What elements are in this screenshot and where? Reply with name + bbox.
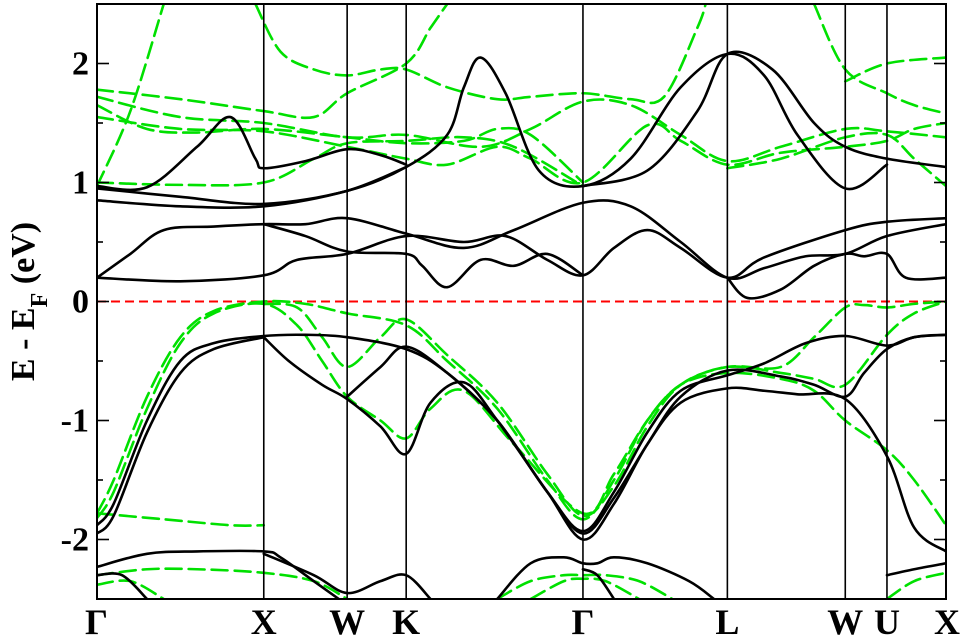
y-tick-label: 1 xyxy=(72,165,89,202)
k-point-label-8: X xyxy=(934,602,960,639)
green-dashed-band-23 xyxy=(97,115,946,185)
black-solid-band-9 xyxy=(97,335,266,535)
green-dashed-band-28 xyxy=(97,299,946,521)
k-point-label-4: Γ xyxy=(571,602,594,639)
y-tick-label: -1 xyxy=(61,403,89,440)
y-axis-label-main: E - E xyxy=(5,307,42,381)
black-solid-band-14 xyxy=(262,552,432,599)
black-solid-band-17 xyxy=(885,562,946,577)
y-tick-labels: -2 -1 0 1 2 xyxy=(61,46,89,559)
black-solid-band-16 xyxy=(581,567,616,599)
k-point-label-0: Γ xyxy=(85,602,108,639)
plot-frame xyxy=(96,3,947,600)
green-dashed-band-30 xyxy=(262,300,946,518)
y-tick-label: -2 xyxy=(61,522,89,559)
black-solid-band-6 xyxy=(262,222,585,289)
black-solid-band-10 xyxy=(262,335,946,553)
green-dashed-band-19 xyxy=(254,4,707,105)
black-solid-band-3 xyxy=(581,50,946,188)
k-point-label-1: X xyxy=(251,602,277,639)
green-dashed-band-33 xyxy=(97,579,166,599)
black-solid-band-11 xyxy=(345,333,946,535)
green-dashed-band-18 xyxy=(97,4,166,188)
k-point-label-5: L xyxy=(715,602,739,639)
black-solid-band-4 xyxy=(97,199,946,280)
black-solid-band-8 xyxy=(97,333,946,533)
k-point-label-2: W xyxy=(329,602,365,639)
k-point-label-7: U xyxy=(874,602,900,639)
y-tick-label: 2 xyxy=(72,46,89,83)
y-tick-label: 0 xyxy=(72,284,89,321)
green-dashed-band-29 xyxy=(97,302,946,527)
black-solid-band-12 xyxy=(97,549,341,599)
k-point-vertical-lines xyxy=(262,4,888,599)
black-solid-band-13 xyxy=(97,572,149,599)
green-dashed-band-25 xyxy=(726,131,946,188)
green-dashed-band-20 xyxy=(97,4,449,120)
k-point-label-6: W xyxy=(827,602,863,639)
band-series-group xyxy=(97,4,946,599)
black-solid-band-15 xyxy=(495,556,716,599)
green-dashed-band-22 xyxy=(97,103,585,184)
y-axis-label: E - EF (eV) xyxy=(5,222,53,381)
green-dashed-band-35 xyxy=(529,577,641,599)
y-axis-label-subscript: F xyxy=(27,293,53,308)
green-dashed-band-26 xyxy=(843,56,946,83)
black-solid-band-0 xyxy=(97,115,408,192)
green-dashed-band-24 xyxy=(97,135,585,188)
green-dashed-band-36 xyxy=(885,571,946,599)
black-solid-band-5 xyxy=(97,216,946,283)
green-dashed-band-31 xyxy=(97,512,266,527)
y-axis-label-unit: (eV) xyxy=(5,222,42,293)
k-point-label-3: K xyxy=(392,602,420,639)
